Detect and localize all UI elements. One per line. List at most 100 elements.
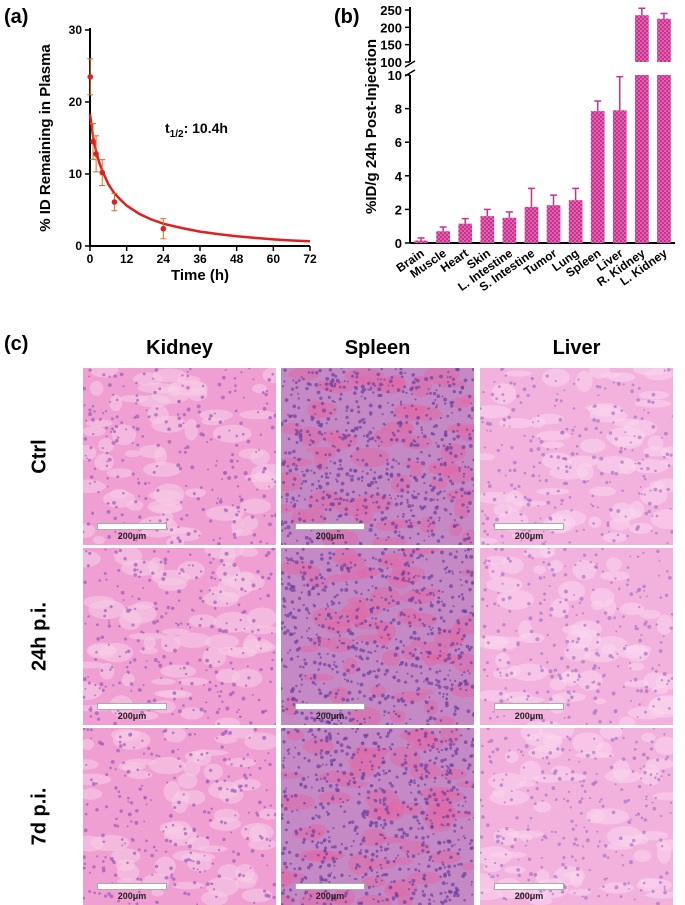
scale-bar-line [295, 523, 365, 530]
bar [590, 111, 605, 244]
scale-bar-label: 200μm [514, 891, 544, 901]
bar [414, 240, 428, 243]
panel-label-a: (a) [4, 6, 29, 28]
scale-bar: 200μm [97, 883, 167, 901]
data-point [93, 151, 99, 157]
tissue-texture [83, 728, 276, 905]
scale-bar-line [494, 883, 564, 890]
tissue-texture [480, 368, 673, 545]
tissue-texture [480, 548, 673, 725]
bar [524, 206, 539, 243]
histology-image-kidney-2 [83, 728, 276, 905]
tissue-texture [480, 728, 673, 905]
bar [546, 205, 561, 243]
scale-bar-label: 200μm [117, 711, 147, 721]
x-tick-label: 36 [193, 252, 207, 266]
data-point [111, 199, 118, 205]
y-tick-label: 0 [75, 239, 82, 253]
scale-bar: 200μm [97, 523, 167, 541]
bar [612, 110, 627, 243]
scale-bar-label: 200μm [514, 531, 544, 541]
histology-image-liver-0 [480, 368, 673, 545]
half-life-annotation: t1/2: 10.4h [165, 120, 228, 140]
y-tick-label: 6 [395, 135, 402, 150]
scale-bar: 200μm [494, 523, 564, 541]
y-tick-label: 150 [380, 38, 402, 53]
scale-bar-line [295, 703, 365, 710]
bar [568, 200, 583, 243]
y-axis-title: %ID/g 24h Post-Injection [363, 39, 380, 214]
scale-bar: 200μm [494, 883, 564, 901]
tissue-texture [83, 368, 276, 545]
histology-image-spleen-2 [281, 728, 474, 905]
data-point [99, 169, 106, 176]
bar-lower-segment [657, 75, 671, 243]
data-point [90, 138, 96, 145]
scale-bar-label: 200μm [514, 711, 544, 721]
bar [502, 217, 517, 243]
panel-label-c: (c) [4, 333, 29, 355]
bar-upper-segment [635, 15, 649, 62]
y-tick-label: 4 [395, 169, 403, 184]
bar [458, 223, 473, 243]
x-tick-label: 60 [267, 252, 281, 266]
scale-bar: 200μm [295, 523, 365, 541]
x-axis-title: Time (h) [171, 267, 229, 284]
bar-lower-segment [635, 75, 649, 243]
scale-bar-label: 200μm [315, 891, 345, 901]
scale-bar-line [494, 523, 564, 530]
scale-bar-line [97, 523, 167, 530]
y-tick-label: 10 [388, 68, 402, 83]
y-tick-label: 8 [395, 102, 402, 117]
scale-bar: 200μm [494, 703, 564, 721]
row-header-1: 24h p.i. [28, 601, 51, 671]
histology-image-kidney-0 [83, 368, 276, 545]
x-tick-label: 24 [157, 252, 171, 266]
tissue-texture [281, 368, 474, 545]
data-point [87, 74, 94, 80]
y-tick-label: 30 [69, 23, 83, 37]
bar-upper-segment [657, 18, 671, 63]
scale-bar-line [97, 703, 167, 710]
y-tick-label: 10 [69, 167, 83, 181]
bar [480, 216, 495, 243]
scale-bar-label: 200μm [117, 891, 147, 901]
tissue-texture [83, 548, 276, 725]
tissue-texture [281, 728, 474, 905]
histology-image-kidney-1 [83, 548, 276, 725]
scale-bar: 200μm [97, 703, 167, 721]
scale-bar-label: 200μm [315, 711, 345, 721]
y-axis-title: % ID Remaining in Plasma [37, 44, 54, 232]
scale-bar-label: 200μm [315, 531, 345, 541]
axis-break-mark [404, 60, 416, 68]
scale-bar-line [494, 703, 564, 710]
scale-bar-label: 200μm [117, 531, 147, 541]
y-tick-label: 20 [69, 95, 83, 109]
fit-curve [88, 114, 311, 243]
tissue-texture [281, 548, 474, 725]
data-point [160, 225, 167, 232]
scale-bar-line [295, 883, 365, 890]
row-header-0: Ctrl [28, 438, 51, 474]
x-tick-label: 12 [120, 252, 134, 266]
row-header-2: 7d p.i. [28, 787, 51, 845]
column-header-spleen: Spleen [344, 337, 411, 359]
y-tick-label: 100 [380, 55, 402, 70]
x-tick-label: 48 [230, 252, 244, 266]
histology-image-liver-2 [480, 728, 673, 905]
scale-bar: 200μm [295, 883, 365, 901]
histology-image-spleen-1 [281, 548, 474, 725]
histology-image-liver-1 [480, 548, 673, 725]
column-header-kidney: Kidney [146, 337, 213, 359]
y-tick-label: 200 [380, 20, 402, 35]
chart-a-plasma-clearance: 0 12 24 36 48 60 72 0 10 20 30 Time (h) % ID Remaini… [37, 23, 317, 284]
x-tick-label: 72 [303, 252, 317, 266]
panel-label-b: (b) [334, 6, 360, 28]
column-header-liver: Liver [552, 337, 601, 359]
bar [436, 231, 450, 243]
y-tick-label: 250 [380, 3, 402, 18]
scale-bar-line [97, 883, 167, 890]
y-tick-label: 2 [395, 202, 402, 217]
x-tick-label: 0 [87, 252, 94, 266]
